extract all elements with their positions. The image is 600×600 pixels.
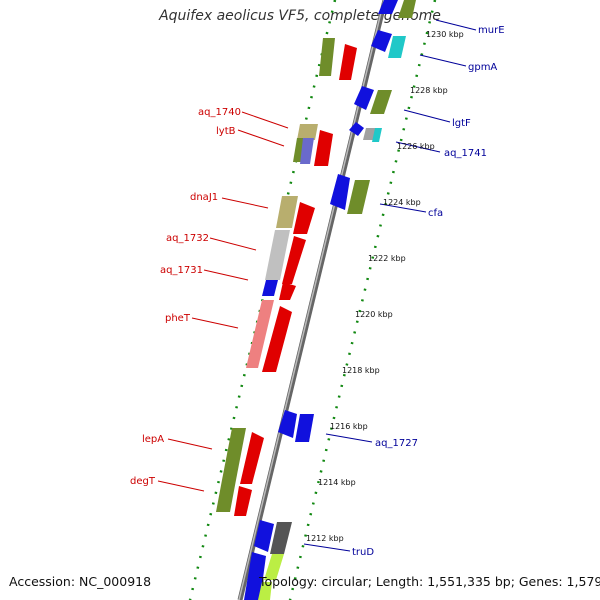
gene-label: cfa	[428, 208, 443, 219]
gene-label: degT	[130, 476, 156, 487]
scale-label: 1226 kbp	[397, 142, 435, 151]
gene-label: aq_1741	[444, 148, 487, 159]
accession-text: Accession: NC_000918	[9, 574, 152, 589]
scale-label: 1228 kbp	[410, 86, 448, 95]
forward-leaders	[303, 19, 477, 552]
gene-label: gpmA	[468, 62, 497, 73]
reverse-genes	[216, 38, 357, 516]
gene-label: lytB	[216, 126, 236, 137]
scale-label: 1218 kbp	[342, 366, 380, 375]
gene-label: lgtF	[452, 118, 471, 129]
scale-label: 1212 kbp	[306, 534, 344, 543]
gene-label: aq_1740	[198, 107, 241, 118]
scale-label: 1214 kbp	[318, 478, 356, 487]
gene-label: aq_1732	[166, 233, 209, 244]
gene-label: lepA	[142, 434, 164, 445]
gene-label: truD	[352, 547, 374, 558]
scale-label: 1216 kbp	[330, 422, 368, 431]
gene-label: pheT	[165, 313, 191, 324]
tick-ring-outer	[288, 0, 437, 600]
scale-label: 1220 kbp	[355, 310, 393, 319]
reverse-leaders	[157, 111, 289, 492]
gene-label: dnaJ1	[190, 192, 218, 203]
scale-label: 1222 kbp	[368, 254, 406, 263]
summary-text: Topology: circular; Length: 1,551,335 bp…	[259, 574, 600, 589]
forward-genes	[244, 0, 416, 600]
scale-label: 1230 kbp	[426, 30, 464, 39]
map-title: Aquifex aeolicus VF5, complete genome	[159, 8, 441, 24]
gene-label: murE	[478, 25, 505, 36]
gene-label: aq_1731	[160, 265, 203, 276]
gene-label: aq_1727	[375, 438, 418, 449]
scale-label: 1224 kbp	[383, 198, 421, 207]
